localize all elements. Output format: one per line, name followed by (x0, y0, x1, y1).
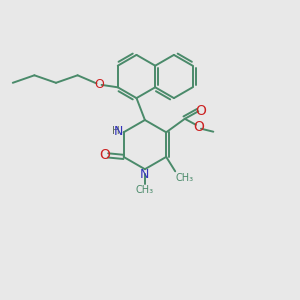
Text: O: O (193, 120, 204, 134)
Text: H: H (112, 126, 119, 136)
Text: N: N (140, 168, 150, 181)
Text: O: O (195, 104, 206, 118)
Text: O: O (94, 78, 104, 92)
Text: CH₃: CH₃ (136, 185, 154, 195)
Text: CH₃: CH₃ (176, 173, 194, 183)
Text: N: N (114, 125, 123, 138)
Text: O: O (100, 148, 110, 162)
